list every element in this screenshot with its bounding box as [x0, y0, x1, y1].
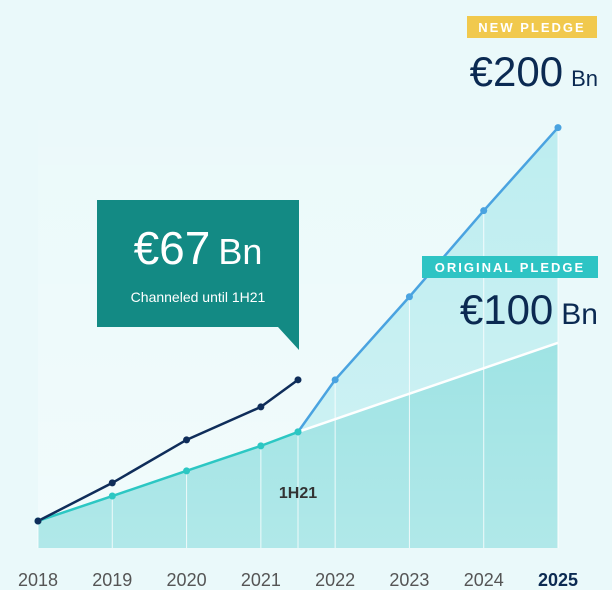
- pledge-amount: €100: [460, 286, 553, 333]
- callout: €67 Bn Channeled until 1H21: [97, 200, 299, 350]
- badge: [422, 256, 598, 278]
- x-tick-label: 2018: [18, 570, 58, 590]
- point: [183, 436, 191, 444]
- callout-box: [97, 200, 299, 350]
- callout-value: €67 Bn: [134, 222, 263, 274]
- point: [257, 442, 265, 450]
- pledge-unit: Bn: [571, 66, 598, 91]
- point: [108, 492, 116, 500]
- pledge-value: €200 Bn: [470, 48, 598, 95]
- x-tick-label: 2021: [241, 570, 281, 590]
- point: [257, 403, 265, 411]
- pledge-amount: €200: [470, 48, 563, 95]
- pledge-unit: Bn: [561, 298, 598, 331]
- x-tick-label: 2020: [167, 570, 207, 590]
- point: [294, 428, 302, 436]
- badge: [467, 16, 597, 38]
- point: [108, 479, 116, 487]
- x-tick-label: 2023: [389, 570, 429, 590]
- series-line: [297, 341, 559, 434]
- x-tick-label: 2019: [92, 570, 132, 590]
- pledge-value: €100 Bn: [460, 286, 598, 333]
- point: [405, 293, 413, 301]
- callout-unit: Bn: [218, 231, 262, 272]
- point: [480, 207, 488, 215]
- badge-text: ORIGINAL PLEDGE: [435, 260, 585, 275]
- x-tick-label: 2025: [538, 570, 578, 590]
- x-tick-label: 2024: [464, 570, 504, 590]
- plot: 1H21 2018 2019 2020 2021 2022 2023 2024 2025: [18, 120, 578, 590]
- point: [331, 376, 339, 384]
- point: [183, 467, 191, 475]
- new-pledge: NEW PLEDGE €200 Bn: [467, 16, 598, 95]
- x-tick-label: 2022: [315, 570, 355, 590]
- badge-text: NEW PLEDGE: [478, 20, 585, 35]
- point: [554, 124, 562, 132]
- original-pledge: ORIGINAL PLEDGE €100 Bn: [422, 256, 598, 333]
- point: [294, 376, 302, 384]
- callout-text: Channeled until 1H21: [131, 289, 266, 305]
- point-label: 1H21: [279, 485, 317, 502]
- callout-amount: €67: [134, 222, 211, 274]
- point: [34, 517, 42, 525]
